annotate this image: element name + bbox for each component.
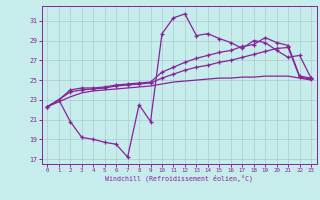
X-axis label: Windchill (Refroidissement éolien,°C): Windchill (Refroidissement éolien,°C): [105, 175, 253, 182]
